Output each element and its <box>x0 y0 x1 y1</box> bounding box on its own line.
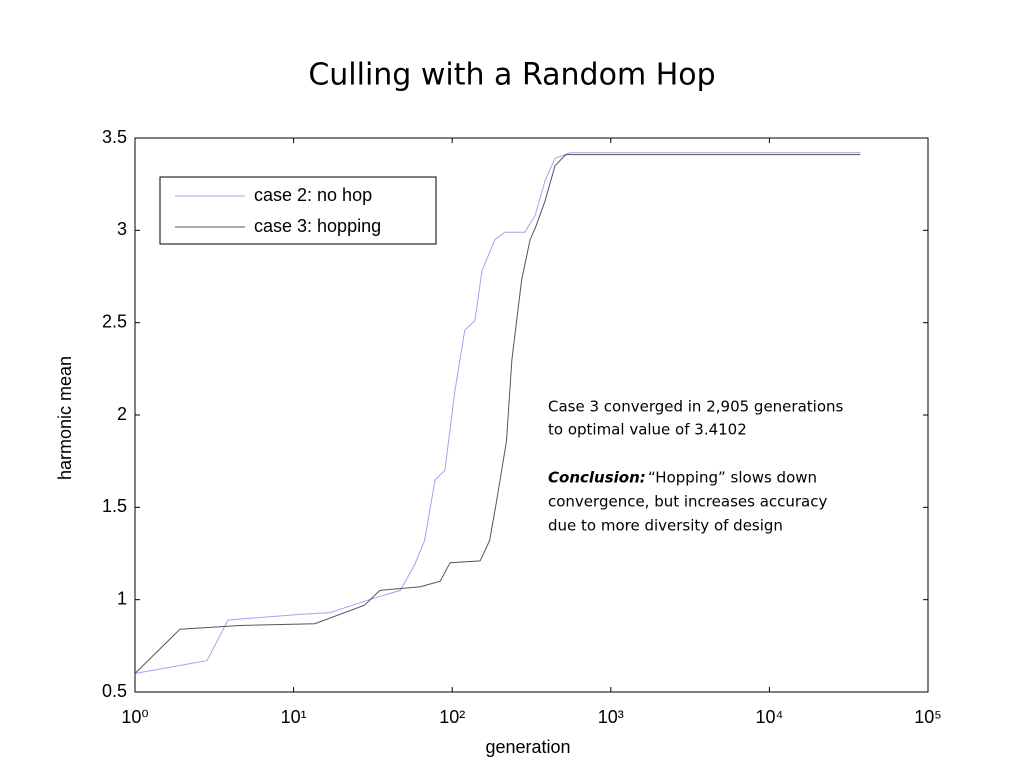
annotation: to optimal value of 3.4102 <box>548 421 747 439</box>
x-tick-label: 10² <box>439 707 465 727</box>
y-tick-label: 3 <box>117 219 127 239</box>
y-tick-label: 2 <box>117 404 127 424</box>
y-tick-label: 3.5 <box>102 127 127 147</box>
legend-label: case 3: hopping <box>254 216 381 236</box>
x-axis-label: generation <box>485 737 570 757</box>
y-tick-label: 2.5 <box>102 311 127 331</box>
series-line <box>134 154 861 674</box>
x-tick-label: 10⁰ <box>121 707 148 727</box>
conclusion-label: Conclusion: <box>548 469 646 487</box>
y-tick-label: 1.5 <box>102 496 127 516</box>
annotation: Case 3 converged in 2,905 generations <box>548 398 843 416</box>
x-tick-label: 10⁵ <box>914 707 941 727</box>
x-tick-label: 10¹ <box>281 707 307 727</box>
legend-box <box>159 176 437 245</box>
x-tick-label: 10⁴ <box>756 707 784 727</box>
y-tick-label: 1 <box>117 588 127 608</box>
series-line <box>134 152 861 674</box>
y-tick-label: 0.5 <box>102 681 127 701</box>
conclusion: convergence, but increases accuracy <box>548 493 827 511</box>
x-tick-label: 10³ <box>598 707 624 727</box>
chart-title: Culling with a Random Hop <box>308 58 715 93</box>
conclusion: “Hopping” slows down <box>648 469 817 487</box>
y-axis-label: harmonic mean <box>55 356 75 480</box>
conclusion: due to more diversity of design <box>548 517 783 535</box>
legend-label: case 2: no hop <box>254 185 372 205</box>
